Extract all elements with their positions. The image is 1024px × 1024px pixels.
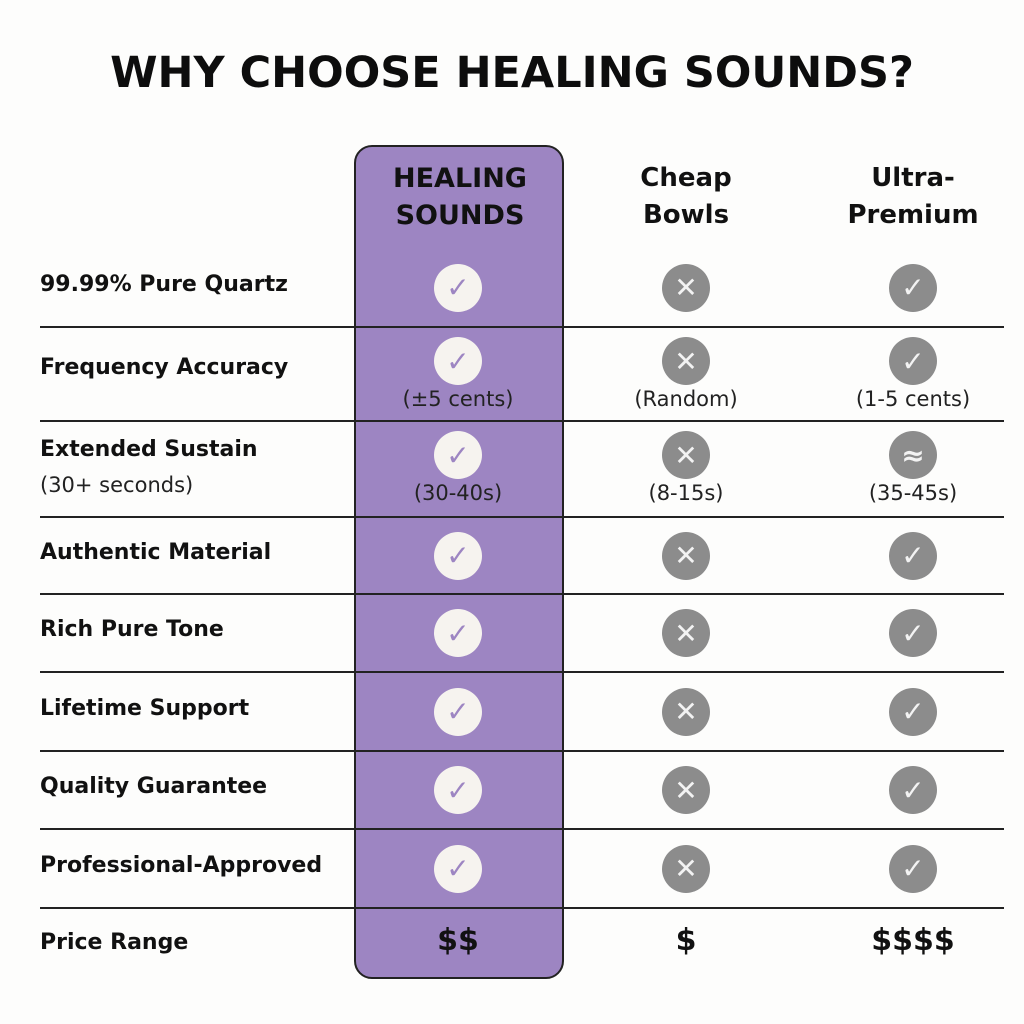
x-icon: ✕ — [662, 531, 710, 580]
table-row: Professional-Approved ✓ ✕ ✓ — [40, 829, 1004, 908]
row-label: Professional-Approved — [40, 852, 323, 878]
approx-icon: ≈ — [889, 431, 937, 479]
cell-note: (1-5 cents) — [855, 387, 971, 411]
table-cell: ✓ — [803, 609, 1023, 657]
table-row: 99.99% Pure Quartz ✓ ✕ ✓ — [40, 248, 1004, 327]
table-row: Lifetime Support ✓ ✕ ✓ — [40, 672, 1004, 751]
table-cell: ✕ — [576, 844, 796, 893]
row-label: Frequency Accuracy — [40, 355, 289, 380]
row-divider — [40, 593, 1004, 595]
row-divider — [40, 907, 1004, 909]
check-icon: ✓ — [434, 337, 482, 385]
check-icon: ✓ — [434, 844, 482, 893]
row-divider — [40, 516, 1004, 518]
table-cell: ✓ (±5 cents) — [348, 337, 568, 411]
row-divider — [40, 750, 1004, 752]
row-label: 99.99% Pure Quartz — [40, 271, 288, 297]
check-icon: ✓ — [889, 337, 937, 385]
table-row: Frequency Accuracy ✓ (±5 cents) ✕ (Random) ✓(… — [40, 327, 1004, 421]
column-header-line: Ultra- — [871, 163, 955, 193]
cell-note: (35-45s) — [868, 481, 958, 505]
table-cell: ✓ — [348, 263, 568, 312]
column-header-ultra-premium: Ultra- Premium — [798, 160, 1024, 234]
check-icon: ✓ — [889, 687, 937, 736]
price-row: Price Range $$ $ $$$$ — [40, 908, 1004, 978]
x-icon: ✕ — [662, 609, 710, 657]
row-sublabel: (30+ seconds) — [40, 473, 194, 497]
column-header-line: Bowls — [642, 200, 730, 230]
table-row: Authentic Material ✓ ✕ ✓ — [40, 517, 1004, 594]
column-header-line: Cheap — [640, 163, 732, 193]
table-cell: ✓ — [348, 531, 568, 580]
check-icon: ✓ — [434, 609, 482, 657]
table-cell: ✓ (30-40s) — [348, 431, 568, 505]
table-cell: ✓ — [803, 263, 1023, 312]
column-header-cheap-bowls: Cheap Bowls — [571, 160, 801, 234]
check-icon: ✓ — [434, 263, 482, 312]
column-header-line: Premium — [847, 200, 979, 230]
row-divider — [40, 326, 1004, 328]
row-divider — [40, 828, 1004, 830]
x-icon: ✕ — [662, 687, 710, 736]
check-icon: ✓ — [889, 531, 937, 580]
x-icon: ✕ — [662, 766, 710, 814]
row-label: Extended Sustain — [40, 437, 258, 462]
check-icon: ✓ — [889, 263, 937, 312]
x-icon: ✕ — [662, 844, 710, 893]
table-cell: ✕ (8-15s) — [576, 431, 796, 505]
table-cell: ✓ — [348, 844, 568, 893]
price-value: $ — [675, 923, 697, 958]
x-icon: ✕ — [662, 337, 710, 385]
table-cell: ✓ — [348, 687, 568, 736]
table-cell: ✓ — [803, 531, 1023, 580]
cell-note: (8-15s) — [648, 481, 724, 505]
check-icon: ✓ — [434, 766, 482, 814]
x-icon: ✕ — [662, 431, 710, 479]
table-cell: ✓ — [803, 766, 1023, 814]
table-row: Extended Sustain (30+ seconds) ✓ (30-40s) ✕(… — [40, 421, 1004, 517]
table-cell: ✓ — [803, 844, 1023, 893]
table-cell: ✕ — [576, 687, 796, 736]
column-header-line: HEALING — [393, 163, 527, 194]
row-divider — [40, 671, 1004, 673]
cell-note: (30-40s) — [413, 481, 503, 505]
price-value: $$ — [437, 923, 479, 958]
row-label: Price Range — [40, 930, 189, 955]
check-icon: ✓ — [889, 766, 937, 814]
row-label: Authentic Material — [40, 539, 272, 565]
row-label: Quality Guarantee — [40, 774, 268, 799]
check-icon: ✓ — [434, 687, 482, 736]
column-header-line: SOUNDS — [395, 200, 525, 231]
row-label: Lifetime Support — [40, 695, 250, 721]
table-cell: ✓ — [348, 766, 568, 814]
column-header-healing-sounds: HEALING SOUNDS — [345, 160, 575, 234]
x-icon: ✕ — [662, 263, 710, 312]
check-icon: ✓ — [889, 609, 937, 657]
table-row: Quality Guarantee ✓ ✕ ✓ — [40, 751, 1004, 829]
check-icon: ✓ — [434, 431, 482, 479]
row-divider — [40, 420, 1004, 422]
table-cell: ✕ — [576, 263, 796, 312]
cell-note: (Random) — [634, 387, 738, 411]
table-cell: ✓ — [803, 687, 1023, 736]
table-cell: ≈ (35-45s) — [803, 431, 1023, 505]
cell-note: (±5 cents) — [402, 387, 514, 411]
table-cell: ✕ (Random) — [576, 337, 796, 411]
page-title: WHY CHOOSE HEALING SOUNDS? — [110, 48, 914, 98]
table-cell: ✕ — [576, 766, 796, 814]
table-cell: ✓ — [348, 609, 568, 657]
table-cell: ✕ — [576, 609, 796, 657]
row-label: Rich Pure Tone — [40, 617, 224, 642]
price-value: $$$$ — [871, 923, 955, 958]
table-cell: ✓ (1-5 cents) — [803, 337, 1023, 411]
check-icon: ✓ — [434, 531, 482, 580]
table-row: Rich Pure Tone ✓ ✕ ✓ — [40, 594, 1004, 672]
table-cell: ✕ — [576, 531, 796, 580]
check-icon: ✓ — [889, 844, 937, 893]
